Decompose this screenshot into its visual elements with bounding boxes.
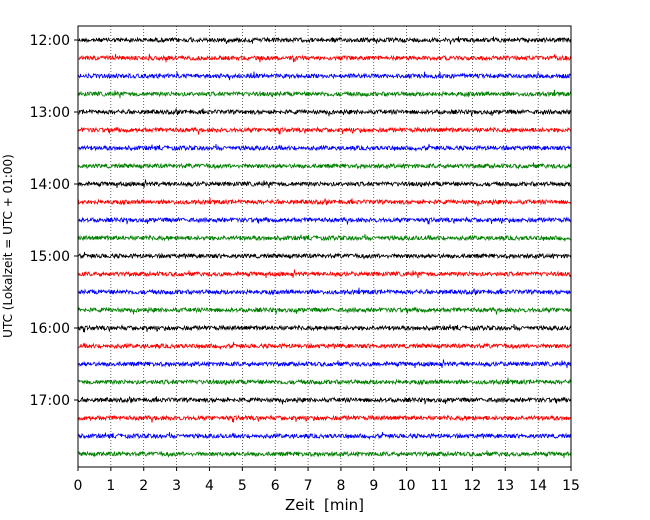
x-tick-label: 14	[529, 478, 547, 494]
trace-1245	[77, 89, 572, 99]
x-tick-label: 13	[496, 478, 514, 494]
traces-group	[77, 36, 572, 459]
trace-1330	[77, 143, 572, 153]
x-tick-label: 0	[74, 478, 83, 494]
y-tick-label: 15:00	[30, 249, 70, 265]
y-tick-label: 12:00	[30, 33, 70, 49]
trace-1430	[77, 216, 572, 225]
trace-1345	[77, 162, 572, 170]
x-tick-label: 12	[463, 478, 481, 494]
x-tick-label: 7	[304, 478, 313, 494]
x-axis-ticks: 0 1 2 3 4 5 6 7 8 9 10 11 12 13 14 15	[74, 467, 580, 494]
y-tick-label: 13:00	[30, 105, 70, 121]
y-tick-label: 17:00	[30, 393, 70, 409]
trace-1230	[77, 71, 572, 81]
x-tick-label: 11	[431, 478, 449, 494]
x-tick-label: 6	[271, 478, 280, 494]
x-tick-label: 15	[562, 478, 580, 494]
trace-1400	[77, 179, 572, 189]
trace-1745	[77, 450, 572, 459]
x-tick-label: 3	[172, 478, 181, 494]
x-tick-label: 10	[398, 478, 416, 494]
trace-1215	[77, 53, 572, 63]
x-tick-label: 2	[139, 478, 148, 494]
plot-frame	[77, 25, 572, 468]
trace-1315	[77, 126, 572, 135]
y-axis-ticks: 12:00 13:00 14:00 15:00 16:00 17:00	[30, 33, 78, 409]
trace-1515	[77, 269, 572, 279]
trace-1500	[77, 251, 572, 260]
trace-1630	[77, 359, 572, 369]
trace-1645	[77, 377, 572, 386]
x-tick-label: 9	[369, 478, 378, 494]
trace-1445	[77, 234, 572, 243]
plot-background	[78, 26, 571, 467]
y-axis-label: UTC (Lokalzeit = UTC + 01:00)	[1, 154, 15, 338]
trace-1700	[77, 396, 572, 405]
trace-1200	[77, 36, 572, 45]
trace-1730	[77, 431, 572, 441]
trace-1715	[77, 414, 572, 423]
trace-1615	[77, 341, 572, 351]
trace-1530	[77, 287, 572, 296]
trace-1300	[77, 108, 572, 117]
trace-1415	[77, 197, 572, 207]
y-tick-label: 16:00	[30, 321, 70, 337]
x-tick-label: 4	[205, 478, 214, 494]
x-tick-label: 8	[336, 478, 345, 494]
x-tick-label: 1	[106, 478, 115, 494]
trace-1600	[77, 324, 572, 333]
x-axis-label: Zeit [min]	[285, 496, 364, 514]
x-tick-label: 5	[238, 478, 247, 494]
trace-1545	[77, 306, 572, 315]
y-tick-label: 14:00	[30, 177, 70, 193]
